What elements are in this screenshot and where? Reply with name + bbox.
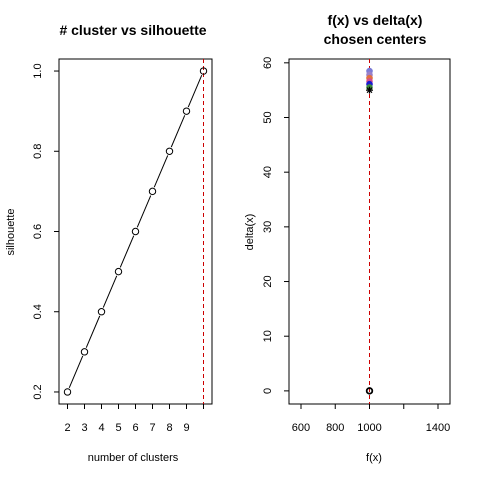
data-point [114, 267, 123, 276]
chart-2-y-axis: 0 10 20 30 40 50 60 [262, 57, 289, 394]
y-tick-label: 0 [262, 388, 274, 394]
series-line-segment [102, 275, 118, 308]
x-tick-label: 5 [115, 422, 121, 434]
y-tick-label: 40 [262, 166, 274, 178]
chart-2: f(x) vs delta(x) chosen centers 600 800 10… [244, 12, 451, 464]
x-tick-label: 600 [292, 422, 310, 434]
chart-2-x-label: f(x) [366, 452, 382, 464]
series-line-segment [119, 235, 135, 268]
chart-1-y-axis: 0.2 0.4 0.6 0.8 1.0 [32, 63, 59, 400]
data-point [63, 388, 72, 396]
chart-1-points [63, 67, 208, 396]
series-line-segment [153, 155, 169, 188]
chart-2-points [365, 67, 374, 395]
y-tick-label: 50 [262, 111, 274, 123]
y-tick-label: 1.0 [32, 63, 44, 78]
chart-2-title: f(x) vs delta(x) [328, 12, 423, 28]
x-tick-label: 1400 [426, 422, 450, 434]
y-tick-label: 60 [262, 57, 274, 69]
y-tick-label: 30 [262, 221, 274, 233]
series-line-segment [68, 355, 84, 389]
data-point [80, 348, 89, 356]
data-point [165, 147, 174, 155]
data-point [182, 107, 191, 115]
x-tick-label: 9 [183, 422, 189, 434]
data-point [131, 227, 140, 236]
series-line-segment [170, 115, 186, 148]
y-tick-label: 0.2 [32, 384, 44, 399]
star-point [366, 86, 373, 94]
x-tick-label: 7 [149, 422, 155, 434]
y-tick-label: 20 [262, 275, 274, 287]
x-tick-label: 2 [64, 422, 70, 434]
chart-2-y-label: delta(x) [244, 214, 256, 251]
data-point [97, 308, 106, 316]
data-point [148, 187, 157, 196]
y-tick-label: 0.6 [32, 224, 44, 239]
y-tick-label: 0.8 [32, 144, 44, 159]
chart-1-y-label: silhouette [5, 208, 17, 255]
data-point [199, 67, 208, 75]
y-tick-label: 0.4 [32, 304, 44, 319]
x-tick-label: 4 [98, 422, 104, 434]
y-tick-label: 10 [262, 330, 274, 342]
data-point [365, 387, 374, 395]
chart-2-subtitle: chosen centers [324, 31, 427, 47]
x-tick-label: 1000 [357, 422, 381, 434]
x-tick-label: 3 [81, 422, 87, 434]
x-tick-label: 800 [326, 422, 344, 434]
x-tick-label: 6 [132, 422, 138, 434]
series-line-segment [187, 74, 203, 108]
chart-1-title: # cluster vs silhouette [59, 22, 206, 38]
x-tick-label: 8 [166, 422, 172, 434]
chart-1-x-label: number of clusters [88, 452, 179, 464]
series-line-segment [136, 195, 152, 228]
series-line-segment [85, 315, 101, 348]
chart-2-x-axis: 600 800 1000 1400 [292, 404, 450, 434]
